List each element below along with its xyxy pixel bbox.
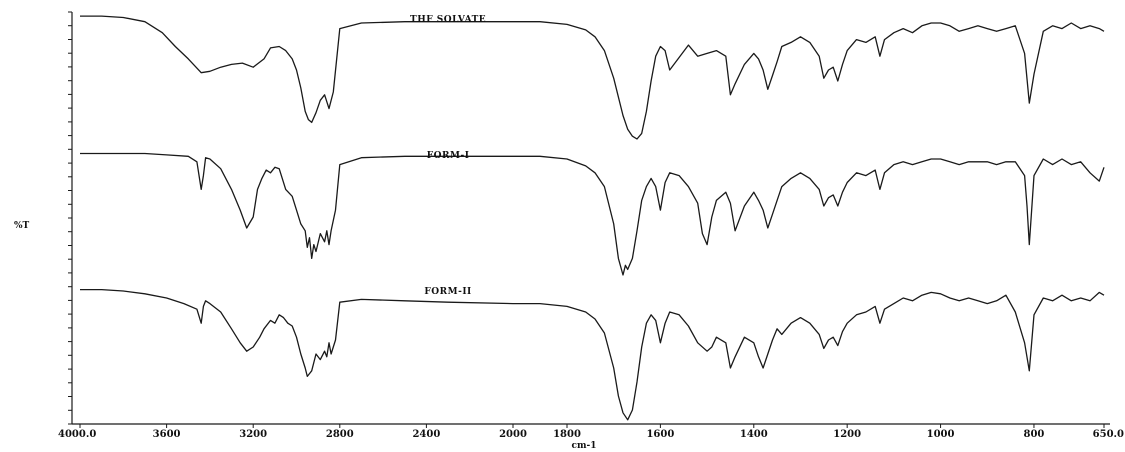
x-tick-label: 1400 <box>740 429 768 440</box>
x-tick-label: 1800 <box>553 429 581 440</box>
series-label-1: THF SOLVATE <box>410 15 486 25</box>
plot-frame <box>71 12 1110 425</box>
x-tick-label: 2800 <box>326 429 354 440</box>
x-tick-label: 3200 <box>239 429 267 440</box>
y-axis-title: %T <box>14 221 30 231</box>
x-tick-label: 1000 <box>927 429 955 440</box>
x-axis-title: cm-1 <box>571 441 596 451</box>
x-axis-ticks: 4000.0 3600 3200 2800 2400 2000 1800 1600 1400 12… <box>58 424 1124 440</box>
x-tick-label: 2400 <box>412 429 440 440</box>
y-axis-ticks <box>68 11 72 425</box>
spectra: THF SOLVATE FORM-I FORM-II <box>80 15 1105 421</box>
x-tick-label: 3600 <box>153 429 181 440</box>
x-tick-label: 1200 <box>833 429 861 440</box>
series-label-2: FORM-I <box>427 151 470 161</box>
spectrum-line-2 <box>80 152 1105 276</box>
x-tick-label: 650.0 <box>1093 429 1124 440</box>
spectrum-line-3 <box>80 288 1105 421</box>
x-tick-label: 2000 <box>499 429 527 440</box>
spectrum-line-1 <box>80 15 1105 140</box>
x-tick-label: 800 <box>1024 429 1045 440</box>
x-tick-label: 4000.0 <box>58 429 96 440</box>
x-tick-label: 1600 <box>646 429 674 440</box>
series-label-3: FORM-II <box>424 287 471 297</box>
